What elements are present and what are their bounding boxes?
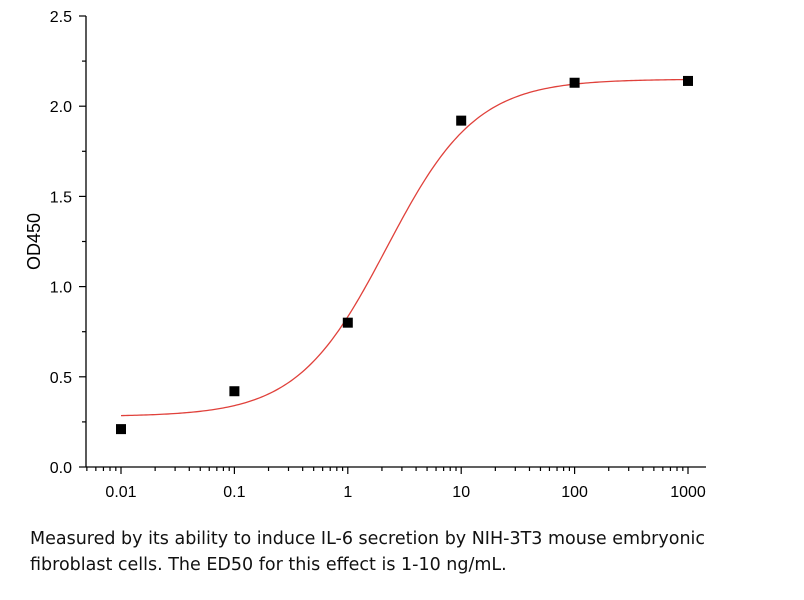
data-point bbox=[456, 115, 467, 126]
y-tick-label: 0.5 bbox=[50, 370, 72, 387]
data-point bbox=[683, 75, 693, 86]
data-point bbox=[229, 386, 240, 397]
y-tick-label: 2.0 bbox=[50, 99, 72, 116]
data-points bbox=[116, 75, 693, 435]
x-tick-label: 1 bbox=[343, 484, 352, 501]
figure-caption: Measured by its ability to induce IL-6 s… bbox=[30, 526, 790, 578]
data-point bbox=[116, 424, 126, 435]
x-tick-label: 0.01 bbox=[105, 484, 136, 501]
x-axis-ticks: 0.01 0.1 1 10 100 1000 bbox=[86, 467, 706, 501]
x-tick-label: 100 bbox=[561, 484, 588, 501]
data-point bbox=[342, 317, 353, 328]
caption-line-2: fibroblast cells. The ED50 for this effe… bbox=[30, 555, 507, 575]
y-tick-label: 0.0 bbox=[50, 460, 72, 477]
dose-response-chart: 0.0 0.5 1.0 1.5 2.0 2.5 0.01 0.1 1 10 100 1000 OD4… bbox=[24, 9, 706, 501]
caption-line-1: Measured by its ability to induce IL-6 s… bbox=[30, 529, 706, 549]
y-axis-ticks: 0.0 0.5 1.0 1.5 2.0 2.5 bbox=[50, 9, 86, 477]
y-tick-label: 1.5 bbox=[50, 189, 72, 206]
y-tick-label: 2.5 bbox=[50, 9, 72, 26]
y-axis-title: OD450 bbox=[24, 213, 44, 270]
x-tick-label: 10 bbox=[452, 484, 470, 501]
fit-curve bbox=[120, 78, 689, 417]
y-tick-label: 1.0 bbox=[50, 280, 72, 297]
data-point bbox=[569, 77, 580, 88]
fit-curve-group bbox=[120, 78, 689, 417]
x-tick-label: 0.1 bbox=[223, 484, 245, 501]
x-tick-label: 1000 bbox=[670, 484, 706, 501]
